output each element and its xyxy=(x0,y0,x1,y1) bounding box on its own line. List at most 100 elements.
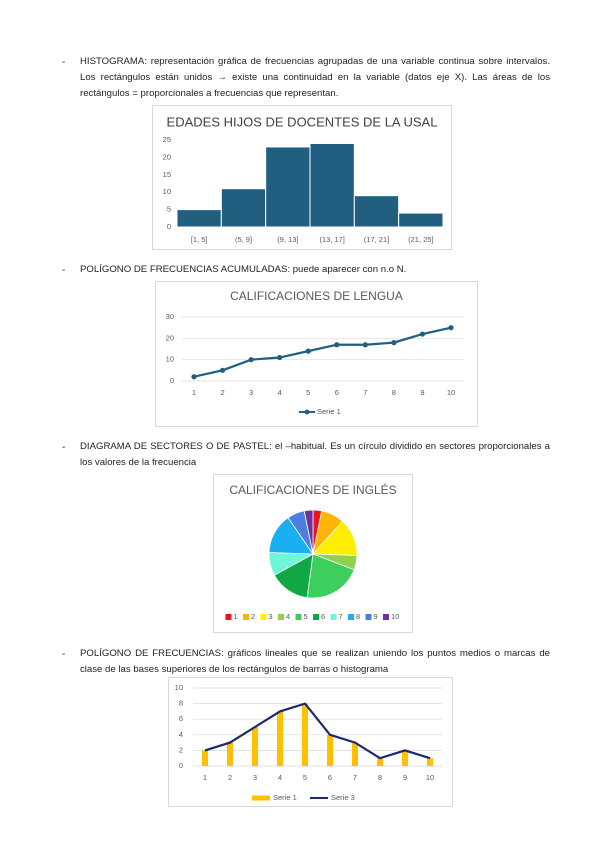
x-tick-label: 2 xyxy=(220,388,224,397)
y-tick-label: 8 xyxy=(179,699,183,708)
x-tick-label: 7 xyxy=(363,388,367,397)
x-tick-label: 9 xyxy=(403,773,407,782)
legend-label: 1 xyxy=(234,612,238,621)
bullet: - xyxy=(62,442,66,453)
x-tick-label: 1 xyxy=(203,773,207,782)
x-tick-label: 5 xyxy=(303,773,307,782)
y-tick-label: 25 xyxy=(163,135,171,144)
bar xyxy=(352,742,358,766)
y-tick-label: 10 xyxy=(166,355,174,364)
x-tick-label: 4 xyxy=(278,388,282,397)
legend-label: 8 xyxy=(356,612,360,621)
legend-swatch xyxy=(260,614,267,620)
x-tick-label: 6 xyxy=(335,388,339,397)
y-tick-label: 2 xyxy=(179,745,183,754)
x-tick-label: 8 xyxy=(392,388,396,397)
point xyxy=(219,367,226,373)
x-tick-label: (13, 17] xyxy=(319,235,344,244)
y-tick-label: 30 xyxy=(166,312,174,321)
y-tick-label: 4 xyxy=(179,730,183,739)
bar xyxy=(327,734,333,766)
legend-label: 10 xyxy=(391,612,399,621)
paragraph: HISTOGRAMA: representación gráfica de fr… xyxy=(80,56,550,99)
bar xyxy=(176,209,222,228)
point xyxy=(305,348,311,354)
point xyxy=(362,342,368,348)
paragraph: POLÍGONO DE FRECUENCIAS: gráficos lineal… xyxy=(80,648,550,675)
line xyxy=(193,326,452,378)
legend-swatch xyxy=(313,614,319,620)
x-tick-label: (9, 13] xyxy=(277,235,298,244)
x-tick-label: (21, 25] xyxy=(408,235,433,244)
legend-label: Serie 3 xyxy=(331,793,355,802)
legend-label: 4 xyxy=(286,612,290,621)
legend-label: 2 xyxy=(251,612,255,621)
paragraph: DIAGRAMA DE SECTORES O DE PASTEL: el –ha… xyxy=(80,441,550,468)
x-tick-label: 6 xyxy=(328,773,332,782)
legend-label: 7 xyxy=(339,612,343,621)
bar xyxy=(398,212,444,228)
legend-swatch xyxy=(278,614,284,620)
legend-label: 6 xyxy=(321,612,325,621)
x-tick-label: 10 xyxy=(426,773,434,782)
x-tick-label: 8 xyxy=(378,773,382,782)
bar xyxy=(353,195,400,228)
legend-label: Serie 1 xyxy=(317,407,341,416)
x-tick-label: (17, 21] xyxy=(364,235,389,244)
bar xyxy=(402,750,408,766)
y-tick-label: 20 xyxy=(163,152,171,161)
line xyxy=(204,702,431,760)
legend-swatch xyxy=(225,614,232,620)
legend-swatch xyxy=(365,614,372,620)
chart-title: EDADES HIJOS DE DOCENTES DE LA USAL xyxy=(167,114,438,129)
x-tick-label: 10 xyxy=(447,388,455,397)
legend-swatch xyxy=(243,614,249,620)
bar xyxy=(220,188,267,228)
bar xyxy=(309,142,355,228)
y-tick-label: 10 xyxy=(175,683,183,692)
bar xyxy=(252,727,258,766)
x-tick-label: 2 xyxy=(228,773,232,782)
y-tick-label: 0 xyxy=(167,222,171,231)
y-tick-label: 0 xyxy=(179,761,183,770)
y-tick-label: 0 xyxy=(170,376,174,385)
x-tick-label: 5 xyxy=(306,388,310,397)
bullet: - xyxy=(62,649,66,660)
x-tick-label: 1 xyxy=(192,388,196,397)
y-tick-label: 20 xyxy=(166,333,174,342)
legend-label: 5 xyxy=(304,612,308,621)
x-tick-label: 3 xyxy=(253,773,257,782)
legend-label: 9 xyxy=(374,612,378,621)
chart: CALIFICACIONES DE INGLÉS 1 2 3 4 5 6 7 8 9 10 xyxy=(213,474,413,633)
legend-swatch xyxy=(330,614,337,620)
x-tick-label: 3 xyxy=(249,388,253,397)
bullet: - xyxy=(62,57,66,68)
pie-slice xyxy=(303,509,314,555)
legend-label: 3 xyxy=(269,612,273,621)
bullet: - xyxy=(62,265,66,276)
bar xyxy=(277,711,283,766)
legend-swatch xyxy=(252,795,270,801)
x-tick-label: 4 xyxy=(278,773,282,782)
chart-title: CALIFICACIONES DE LENGUA xyxy=(230,289,403,303)
point xyxy=(391,340,397,346)
paragraph: POLÍGONO DE FRECUENCIAS ACUMULADAS: pued… xyxy=(80,264,407,275)
bar xyxy=(427,758,433,766)
chart-title: CALIFICACIONES DE INGLÉS xyxy=(229,482,396,497)
legend-swatch xyxy=(383,614,389,620)
x-tick-label: (5, 9] xyxy=(235,235,252,244)
point xyxy=(419,331,426,337)
chart: EDADES HIJOS DE DOCENTES DE LA USAL 0 5 10 1… xyxy=(152,105,452,250)
point xyxy=(334,342,340,348)
y-tick-label: 10 xyxy=(163,187,171,196)
point xyxy=(191,374,197,380)
legend-marker xyxy=(304,409,310,415)
y-tick-label: 6 xyxy=(179,714,183,723)
pie-slice xyxy=(306,553,355,599)
legend-swatch xyxy=(348,614,354,620)
bar xyxy=(377,758,383,766)
legend-swatch xyxy=(295,614,302,620)
x-tick-label: 9 xyxy=(420,388,424,397)
